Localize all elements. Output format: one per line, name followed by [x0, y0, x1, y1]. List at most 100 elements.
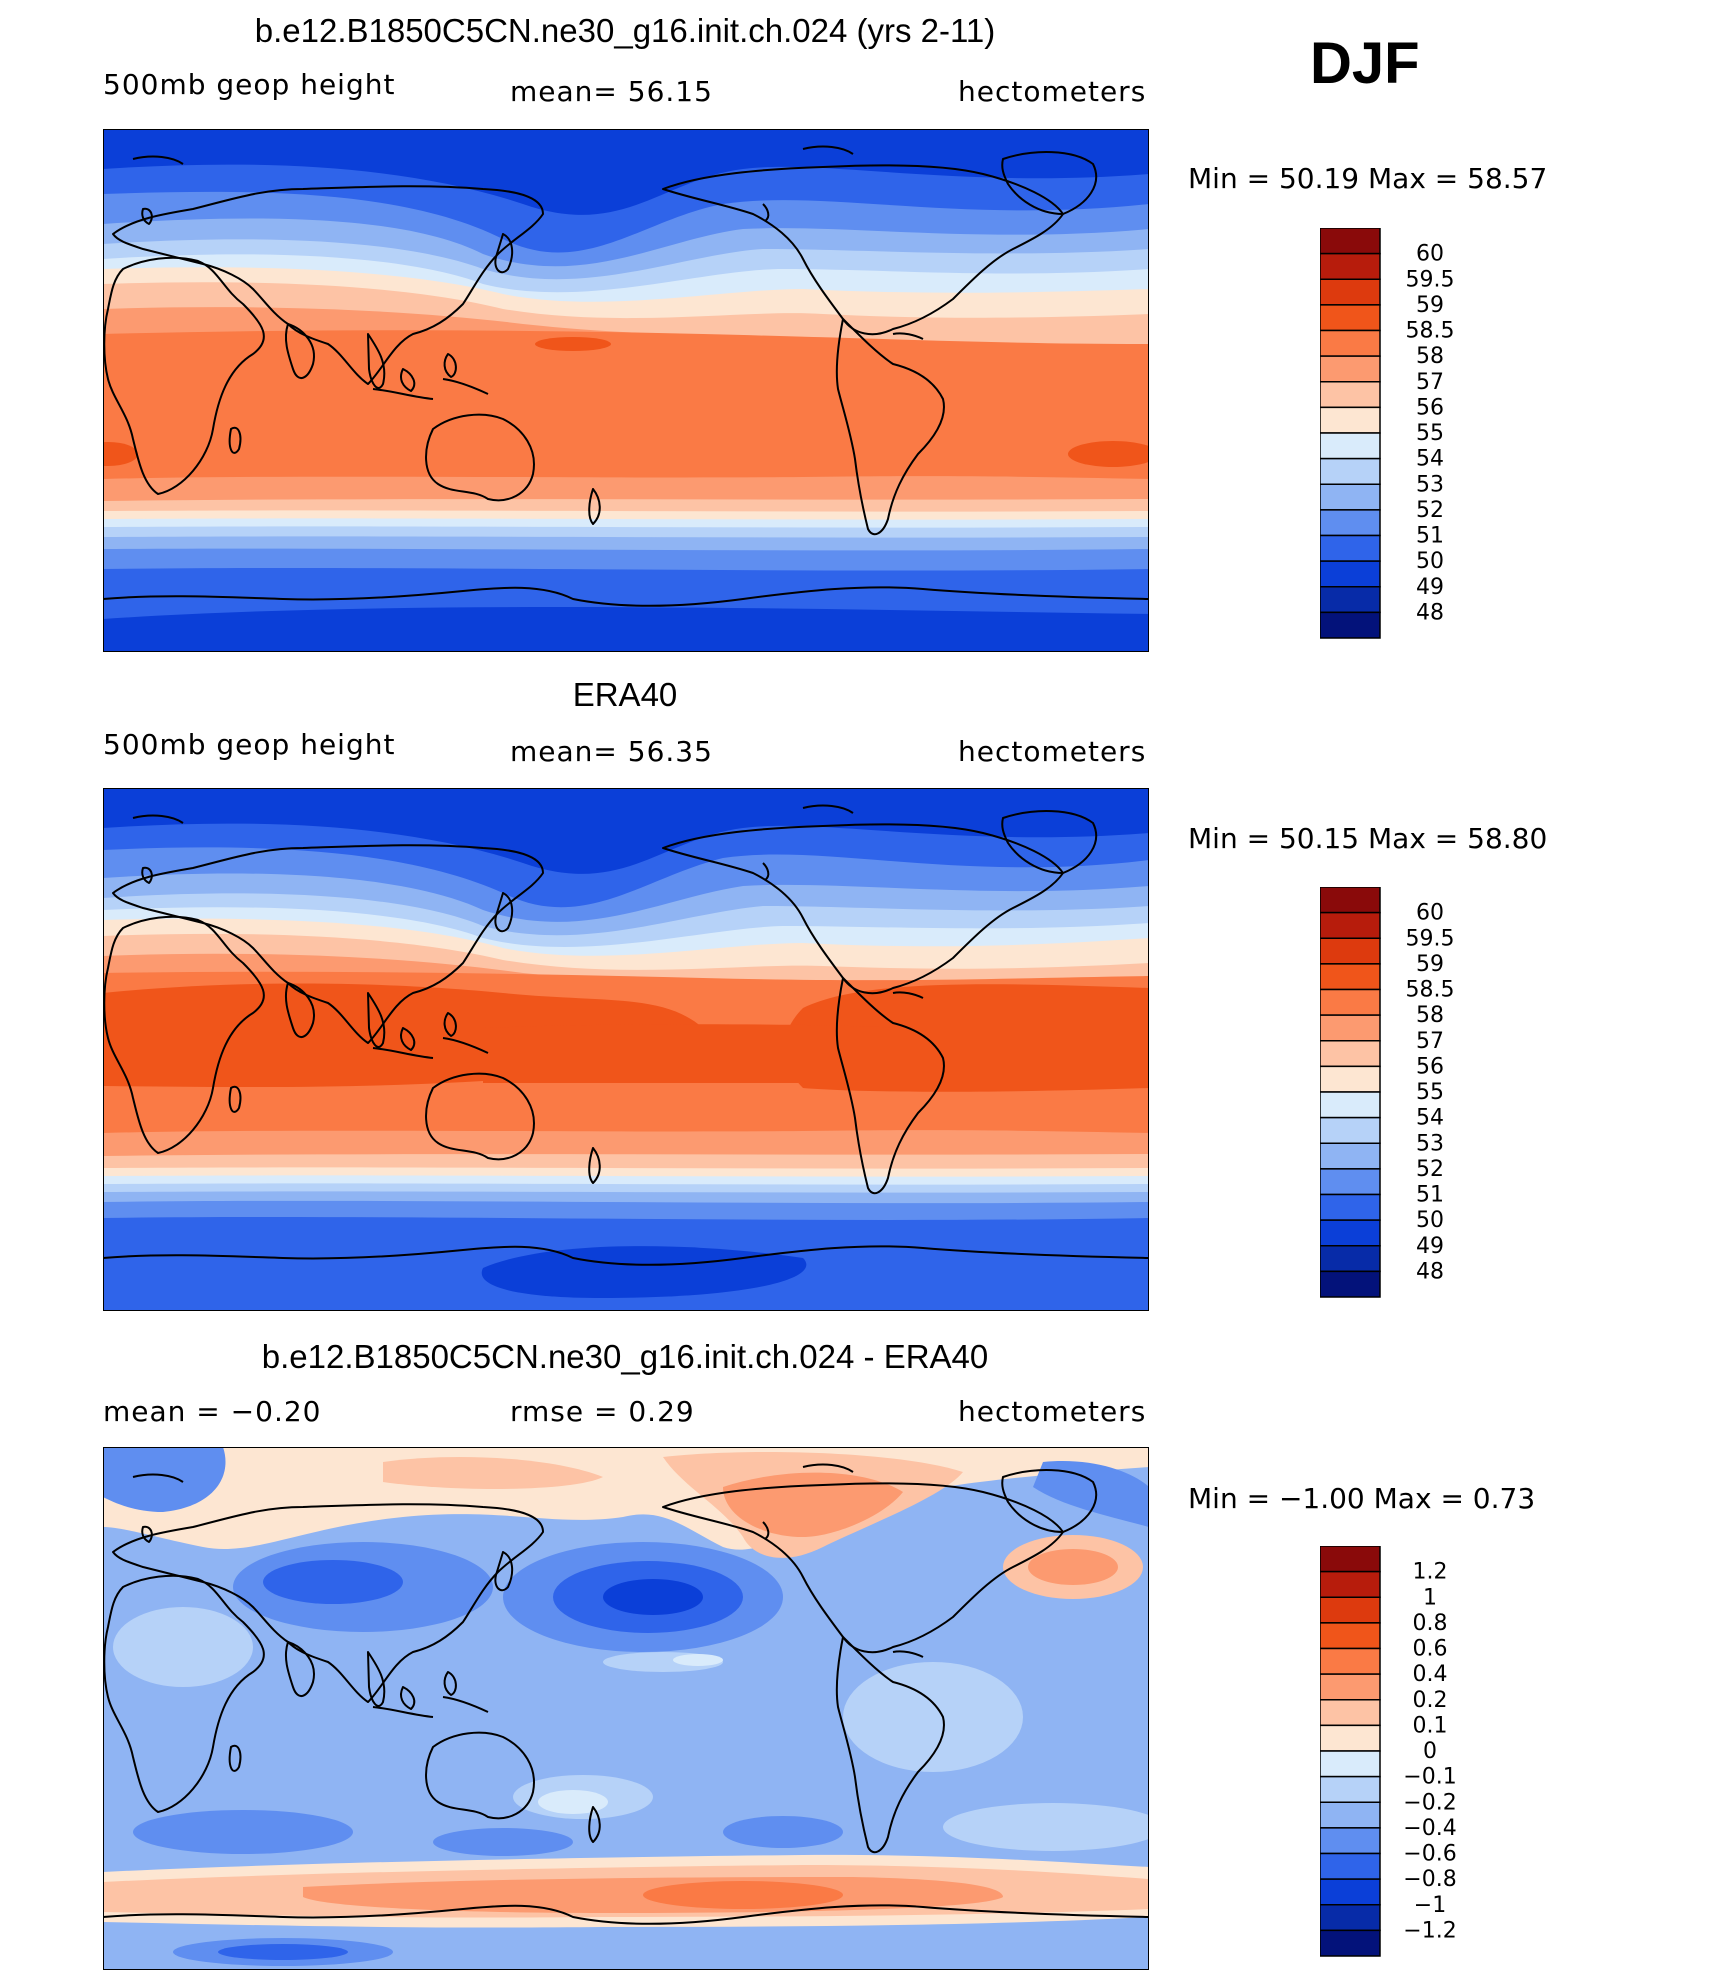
- colorbar-tick-label: 49: [1416, 575, 1444, 600]
- colorbar-tick-label: 59: [1416, 952, 1444, 977]
- pacific-neg-core: [603, 1579, 703, 1615]
- colorbar-swatch: [1320, 381, 1381, 409]
- south-neg-1: [133, 1810, 353, 1854]
- colorbar-tick-label: 50: [1416, 1208, 1444, 1233]
- colorbar-swatch: [1320, 611, 1381, 639]
- panel-1-title: b.e12.B1850C5CN.ne30_g16.init.ch.024 (yr…: [254, 12, 996, 49]
- colorbar-swatch: [1320, 1673, 1381, 1701]
- colorbar-tick-label: 60: [1416, 901, 1444, 926]
- colorbar-tick-label: −0.2: [1403, 1790, 1456, 1815]
- light-patch-3: [943, 1803, 1149, 1851]
- max-blob-pacific: [535, 337, 611, 351]
- south-neg-3: [723, 1816, 843, 1848]
- light-patch-4: [113, 1607, 253, 1687]
- colorbar-tick-label: 1: [1423, 1585, 1437, 1610]
- colorbar-swatch: [1320, 509, 1381, 537]
- colorbar-tick-label: 59.5: [1406, 267, 1455, 292]
- colorbar-swatch: [1320, 1193, 1381, 1221]
- panel-1-units: hectometers: [958, 75, 1147, 108]
- greenland-neg: [1033, 1461, 1149, 1527]
- panel-2-title: ERA40: [572, 676, 678, 713]
- colorbar-tick-label: 54: [1416, 447, 1444, 472]
- south-neg-2: [433, 1828, 573, 1856]
- colorbar-tick-label: −0.8: [1403, 1867, 1456, 1892]
- colorbar-tick-label: 58.5: [1406, 978, 1455, 1003]
- light-patch-5: [843, 1662, 1023, 1772]
- colorbar-swatch: [1320, 278, 1381, 306]
- colorbar-tick-label: −0.4: [1403, 1816, 1456, 1841]
- colorbar-swatch: [1320, 1775, 1381, 1803]
- colorbar-tick-label: 54: [1416, 1106, 1444, 1131]
- colorbar-swatch: [1320, 1168, 1381, 1196]
- atlantic-pos-core: [1028, 1549, 1118, 1585]
- antarctic-neg-core: [218, 1944, 348, 1960]
- colorbar-swatch: [1320, 355, 1381, 383]
- colorbar-tick-label: 52: [1416, 498, 1444, 523]
- colorbar-tick-label: 52: [1416, 1157, 1444, 1182]
- colorbar-tick-label: −1.2: [1403, 1918, 1456, 1943]
- season-label: DJF: [1310, 31, 1420, 96]
- panel-2-minmax: Min = 50.15 Max = 58.80: [1188, 822, 1548, 855]
- colorbar-swatch: [1320, 329, 1381, 357]
- colorbar-swatch: [1320, 1852, 1381, 1880]
- colorbar-tick-label: 0.6: [1413, 1637, 1448, 1662]
- colorbar-tick-label: 51: [1416, 1183, 1444, 1208]
- colorbar-tick-label: −1: [1414, 1893, 1446, 1918]
- colorbar-swatch: [1320, 1065, 1381, 1093]
- colorbar-swatch: [1320, 1904, 1381, 1932]
- light-patch-1-core: [673, 1654, 723, 1666]
- colorbar-swatch: [1320, 1699, 1381, 1727]
- panel-3-colorbar: 1.210.80.60.40.20.10−0.1−0.2−0.4−0.6−0.8…: [1320, 1546, 1457, 1957]
- band-585-mid: [483, 1024, 903, 1083]
- colorbar-tick-label: 53: [1416, 472, 1444, 497]
- colorbar-tick-label: 55: [1416, 1080, 1444, 1105]
- colorbar-swatch: [1320, 1929, 1381, 1957]
- panel-1-minmax: Min = 50.19 Max = 58.57: [1188, 162, 1548, 195]
- colorbar-tick-label: 0.2: [1413, 1688, 1448, 1713]
- panel-1-mean-text: mean= 56.15: [510, 75, 713, 108]
- colorbar-swatch: [1320, 1546, 1381, 1573]
- south-pos-core: [643, 1881, 843, 1909]
- colorbar-tick-label: 59: [1416, 293, 1444, 318]
- panel-1-left-text: 500mb geop height: [103, 68, 396, 101]
- colorbar-tick-label: 48: [1416, 600, 1444, 625]
- colorbar-swatch: [1320, 228, 1381, 255]
- panel-3-mean-text: mean = −0.20: [103, 1395, 322, 1428]
- max-blob-east: [1068, 441, 1149, 467]
- light-patch-2-core: [538, 1790, 608, 1814]
- colorbar-tick-label: 0.1: [1413, 1713, 1448, 1738]
- panel-2-mean-text: mean= 56.35: [510, 735, 713, 768]
- colorbar-tick-label: 0.4: [1413, 1662, 1448, 1687]
- colorbar-swatch: [1320, 963, 1381, 991]
- colorbar-tick-label: 58: [1416, 344, 1444, 369]
- colorbar-swatch: [1320, 1040, 1381, 1068]
- colorbar-tick-label: 57: [1416, 370, 1444, 395]
- colorbar-swatch: [1320, 1622, 1381, 1650]
- colorbar-swatch: [1320, 1596, 1381, 1624]
- colorbar-swatch: [1320, 1750, 1381, 1778]
- max-blob-west: [103, 442, 138, 466]
- panel-3-units: hectometers: [958, 1395, 1147, 1428]
- asia-neg-core: [263, 1560, 403, 1604]
- colorbar-swatch: [1320, 1878, 1381, 1906]
- colorbar-tick-label: 56: [1416, 1054, 1444, 1079]
- panel-3-title: b.e12.B1850C5CN.ne30_g16.init.ch.024 - E…: [261, 1338, 989, 1375]
- colorbar-tick-label: 55: [1416, 421, 1444, 446]
- colorbar-swatch: [1320, 406, 1381, 434]
- panel-3-minmax: Min = −1.00 Max = 0.73: [1188, 1482, 1536, 1515]
- colorbar-tick-label: 53: [1416, 1131, 1444, 1156]
- panel-2-units: hectometers: [958, 735, 1147, 768]
- panel-2-left-text: 500mb geop height: [103, 728, 396, 761]
- colorbar-swatch: [1320, 432, 1381, 460]
- colorbar-swatch: [1320, 252, 1381, 280]
- band-49-south: [103, 607, 1149, 652]
- colorbar-swatch: [1320, 1570, 1381, 1598]
- colorbar-swatch: [1320, 1091, 1381, 1119]
- panel-3-map: [103, 1447, 1149, 1970]
- panel-2-map: [103, 788, 1149, 1311]
- colorbar-swatch: [1320, 1270, 1381, 1298]
- colorbar-swatch: [1320, 483, 1381, 511]
- colorbar-swatch: [1320, 304, 1381, 332]
- colorbar-tick-label: 60: [1416, 242, 1444, 267]
